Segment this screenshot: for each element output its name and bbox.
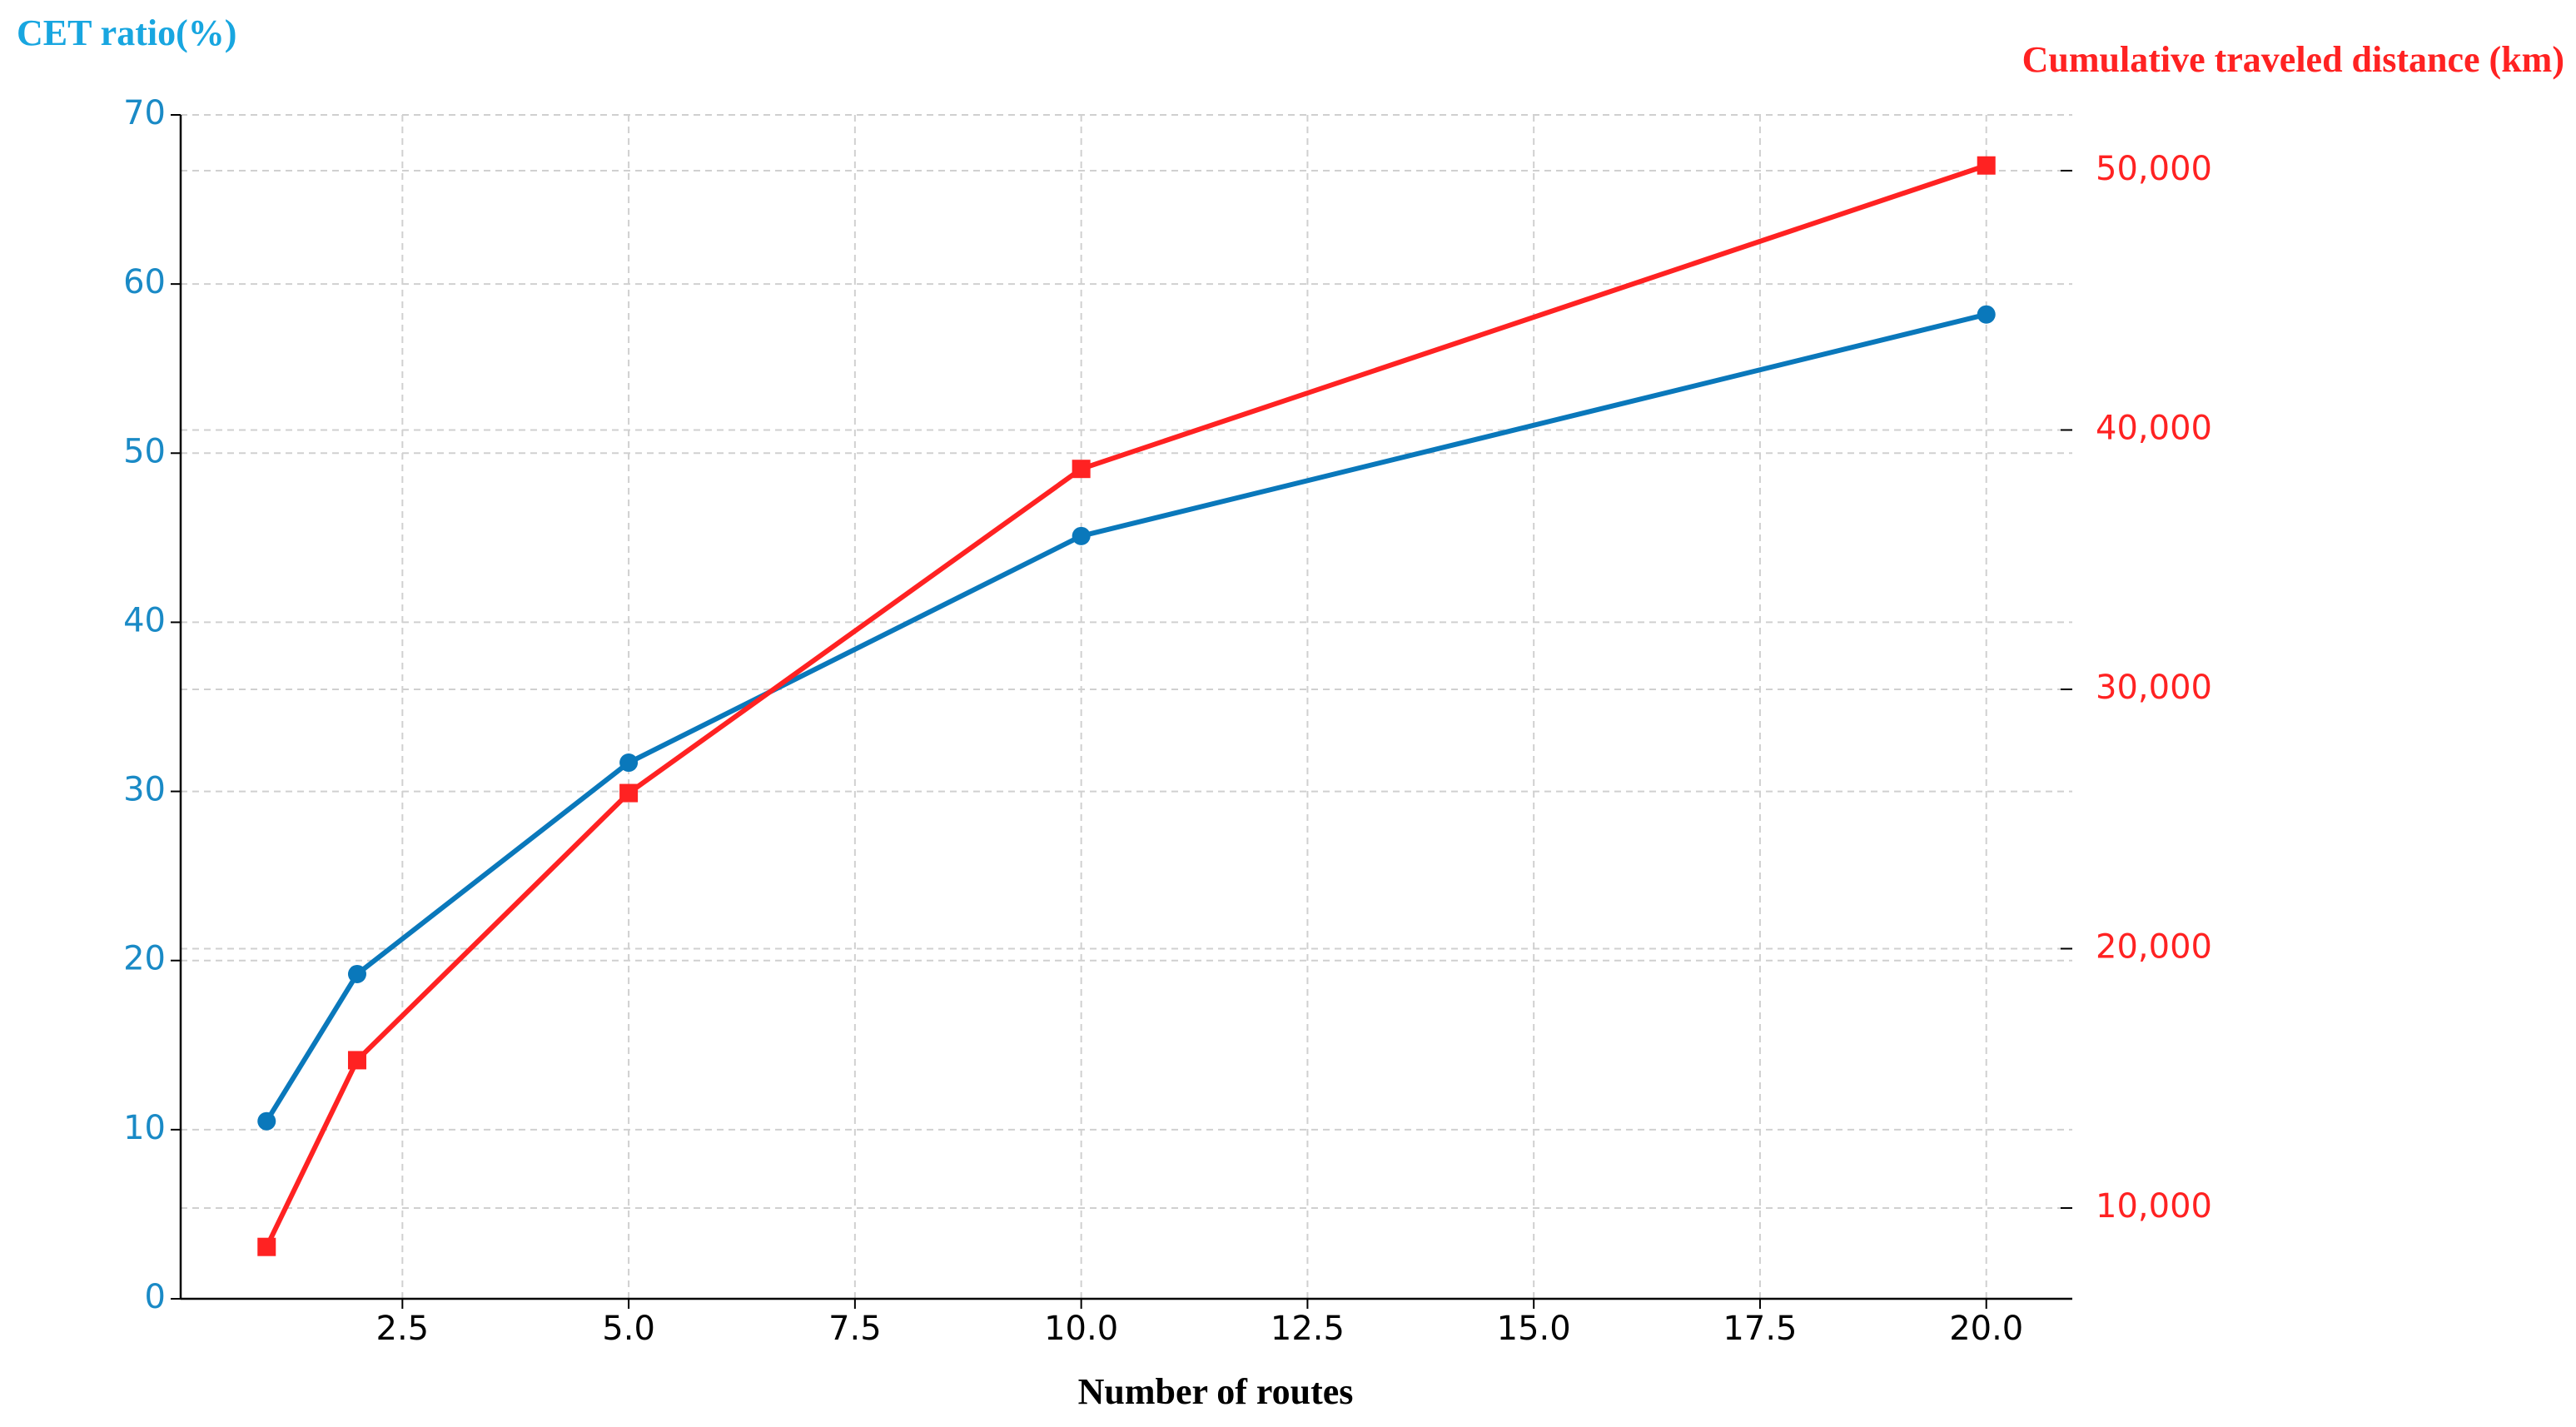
marker xyxy=(1977,305,1996,324)
marker xyxy=(1072,526,1091,545)
marker xyxy=(1977,156,1996,175)
marker xyxy=(619,753,639,773)
y-tick-label: 40 xyxy=(123,601,166,639)
series-line xyxy=(264,311,1987,1123)
y-axis-title: CET ratio(%) xyxy=(17,12,236,53)
x-tick-label: 7.5 xyxy=(828,1310,882,1348)
marker xyxy=(257,1237,276,1256)
marker xyxy=(257,1111,276,1131)
x-tick-label: 20.0 xyxy=(1949,1310,2023,1348)
series-line xyxy=(264,162,1987,1249)
y-tick-label: 30 xyxy=(123,771,166,809)
x-tick-label: 5.0 xyxy=(602,1310,655,1348)
marker xyxy=(347,964,366,983)
x-tick-label: 2.5 xyxy=(376,1310,430,1348)
y-tick-label: 10 xyxy=(123,1109,166,1147)
marker xyxy=(347,1051,366,1070)
y2-tick-label: 50,000 xyxy=(2096,150,2212,188)
y-tick-label: 0 xyxy=(145,1278,166,1316)
y2-tick-label: 30,000 xyxy=(2096,669,2212,707)
marker xyxy=(619,783,639,803)
y-tick-label: 60 xyxy=(123,263,166,301)
y-tick-label: 70 xyxy=(123,94,166,132)
y2-tick-label: 10,000 xyxy=(2096,1187,2212,1226)
x-tick-label: 15.0 xyxy=(1497,1310,1571,1348)
y2-tick-label: 20,000 xyxy=(2096,927,2212,966)
x-axis-title: Number of routes xyxy=(1078,1371,1354,1412)
y-tick-label: 50 xyxy=(123,432,166,470)
marker xyxy=(1072,460,1091,479)
x-tick-label: 10.0 xyxy=(1044,1310,1118,1348)
x-tick-label: 17.5 xyxy=(1723,1310,1797,1348)
y-tick-label: 20 xyxy=(123,940,166,978)
y2-axis-title: Cumulative traveled distance (km) xyxy=(2022,39,2564,80)
y2-tick-label: 40,000 xyxy=(2096,409,2212,447)
x-tick-label: 12.5 xyxy=(1271,1310,1345,1348)
